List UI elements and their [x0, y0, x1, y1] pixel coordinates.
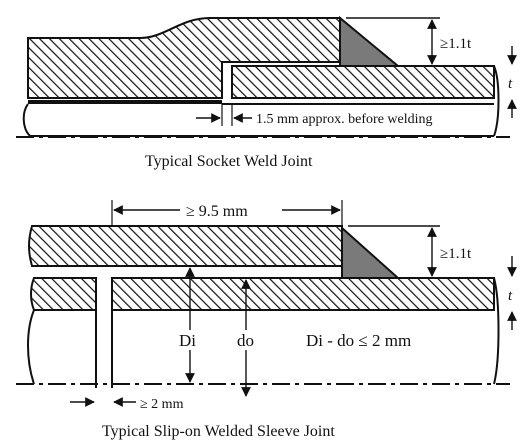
left-pipe-wall	[30, 277, 97, 311]
sleeve-weld-joint: ≥ 9.5 mm ≥1.1t t Di do Di - do ≤ 2 mm ≥ …	[16, 200, 517, 440]
socket-bore-outline	[22, 103, 494, 137]
socket-gap-label-bg	[254, 108, 494, 128]
socket-weld-leg-label: ≥1.1t	[440, 36, 472, 52]
overlap-label: ≥ 9.5 mm	[186, 203, 248, 220]
sleeve-fillet-weld	[341, 225, 401, 279]
left-pipe-bore	[27, 309, 35, 385]
right-pipe-wall	[111, 277, 495, 311]
right-pipe-end	[493, 277, 500, 385]
socket-weld-joint: ≥1.1t t 1.5 mm approx. before welding Ty…	[16, 15, 517, 170]
socket-caption: Typical Socket Weld Joint	[145, 153, 313, 170]
diameter-relation-label: Di - do ≤ 2 mm	[306, 331, 411, 350]
di-label: Di	[179, 331, 196, 350]
sleeve-thickness-label: t	[508, 288, 513, 304]
socket-pipe-wall	[231, 65, 495, 99]
di-label-bg	[176, 330, 204, 350]
socket-fitting-lower	[28, 100, 222, 104]
do-label: do	[237, 331, 254, 350]
socket-fillet-weld	[339, 15, 401, 67]
sleeve-caption: Typical Slip-on Welded Sleeve Joint	[102, 423, 335, 440]
sleeve-body	[28, 225, 343, 267]
socket-gap-label: 1.5 mm approx. before welding	[256, 112, 433, 127]
sleeve-weld-leg-label: ≥1.1t	[440, 246, 472, 262]
sleeve-gap-label: ≥ 2 mm	[140, 397, 184, 412]
socket-pipe-end	[493, 65, 500, 137]
do-label-bg	[234, 330, 262, 350]
socket-thickness-label: t	[508, 76, 513, 92]
